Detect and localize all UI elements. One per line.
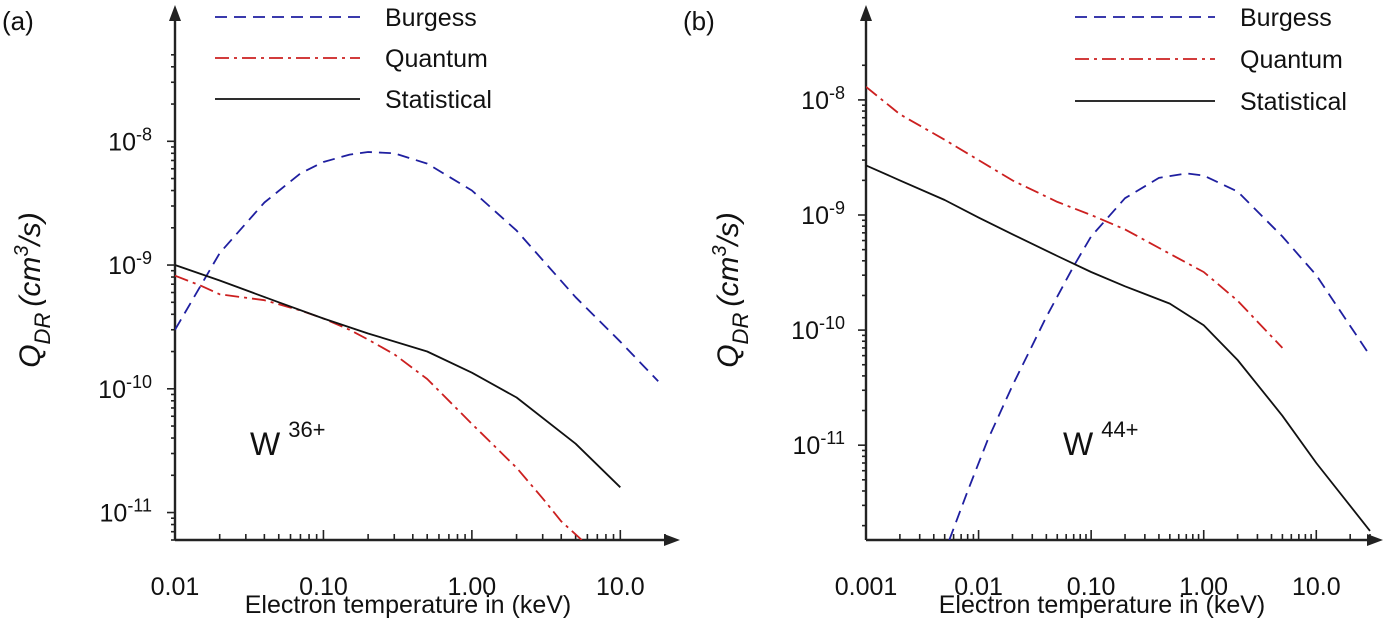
species-charge: 36+: [288, 417, 325, 442]
series-line-quantum: [866, 86, 1284, 349]
y-label-subscript: DR: [30, 313, 55, 345]
y-label-subscript: DR: [728, 313, 753, 345]
y-tick-exponent: -8: [136, 124, 152, 144]
x-tick-label: 0.10: [1067, 573, 1116, 601]
y-label-unit-superscript: 3: [709, 246, 731, 257]
series-line-burgess: [948, 172, 1371, 540]
y-tick-base: 10: [793, 432, 821, 460]
y-tick-label: 10-8: [108, 124, 152, 156]
species-charge: 44+: [1101, 417, 1138, 442]
x-tick-label: 1.00: [1179, 573, 1228, 601]
species-base: W: [1063, 426, 1094, 462]
chart-panel-b: (b)0.001 0.01 0.10 1.00 10.010-810-910-1010-…: [683, 4, 1383, 619]
y-tick-exponent: -10: [126, 372, 152, 392]
x-axis-label: Electron temperature in (keV): [245, 591, 572, 619]
y-tick-label: 10-9: [801, 198, 845, 230]
y-tick-label: 10-9: [108, 248, 152, 280]
series-line-statistical: [866, 164, 1371, 532]
y-tick-label: 10-11: [100, 496, 153, 528]
x-tick-label: 1.00: [448, 573, 497, 601]
y-label-base: Q: [14, 344, 47, 367]
series-line-quantum: [175, 274, 583, 540]
species-annotation: W 36+: [250, 417, 326, 462]
y-tick-exponent: -10: [819, 313, 845, 333]
legend-label: Burgess: [385, 4, 477, 32]
x-tick-label: 0.01: [954, 573, 1003, 601]
x-tick-label: 0.01: [151, 573, 200, 601]
series-line-statistical: [175, 264, 621, 488]
species-base: W: [250, 426, 281, 462]
x-tick-label: 10.0: [596, 573, 645, 601]
y-tick-base: 10: [791, 317, 819, 345]
y-axis-label: QDR (cm3/s): [11, 212, 55, 368]
series-group: [175, 151, 659, 540]
y-tick-base: 10: [108, 252, 136, 280]
y-axis-arrow: [169, 5, 181, 21]
panel-label: (b): [683, 6, 715, 36]
y-tick-exponent: -9: [136, 248, 152, 268]
species-annotation: W 44+: [1063, 417, 1139, 462]
x-tick-label: 0.10: [299, 573, 348, 601]
y-label-unit: (cm: [14, 257, 47, 307]
y-label-unit: (cm: [712, 257, 745, 307]
legend-label: Statistical: [385, 86, 492, 114]
y-tick-label: 10-10: [791, 313, 845, 345]
y-axis-label: QDR (cm3/s): [709, 212, 753, 368]
y-label-base: Q: [712, 344, 745, 367]
y-label-unit-close: /s): [712, 212, 745, 247]
y-label-unit-superscript: 3: [11, 246, 33, 257]
legend-label: Statistical: [1240, 88, 1347, 116]
y-tick-base: 10: [98, 376, 126, 404]
y-tick-exponent: -11: [820, 428, 845, 448]
y-tick-label: 10-8: [801, 83, 845, 115]
y-tick-exponent: -8: [829, 83, 845, 103]
y-tick-base: 10: [801, 202, 829, 230]
series-group: [866, 86, 1371, 540]
legend-label: Quantum: [385, 45, 488, 73]
x-axis-arrow: [1367, 534, 1383, 546]
legend-label: Burgess: [1240, 4, 1332, 32]
chart-panel-a: (a)0.01 0.10 1.00 10.010-810-910-1010-11Ele…: [2, 4, 680, 619]
series-line-burgess: [175, 151, 659, 382]
x-axis-arrow: [664, 534, 680, 546]
x-axis-label: Electron temperature in (keV): [939, 591, 1266, 619]
y-tick-base: 10: [801, 87, 829, 115]
panel-label: (a): [2, 6, 34, 36]
y-tick-label: 10-10: [98, 372, 152, 404]
y-tick-exponent: -9: [829, 198, 845, 218]
y-tick-base: 10: [100, 500, 128, 528]
legend-label: Quantum: [1240, 46, 1343, 74]
y-axis-arrow: [860, 5, 872, 21]
y-tick-label: 10-11: [793, 428, 846, 460]
x-tick-label: 0.001: [835, 573, 898, 601]
y-label-unit-close: /s): [14, 212, 47, 247]
y-tick-base: 10: [108, 128, 136, 156]
x-tick-label: 10.0: [1292, 573, 1341, 601]
y-tick-exponent: -11: [127, 496, 152, 516]
